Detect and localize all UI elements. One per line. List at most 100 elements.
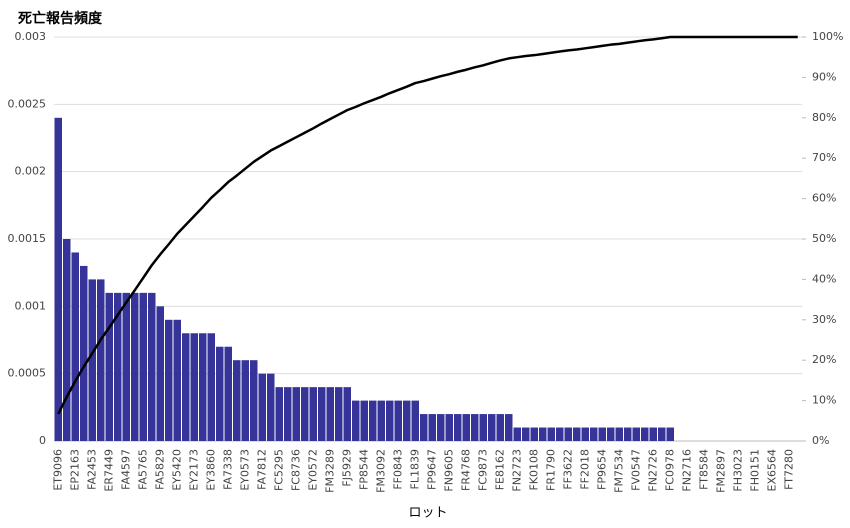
y-tick-label: 0 <box>39 434 46 447</box>
y-tick-label: 0.0025 <box>8 97 47 110</box>
bar <box>267 373 275 441</box>
bar <box>428 414 436 441</box>
bar <box>573 427 581 441</box>
y2-tick-label: 80% <box>812 111 836 124</box>
x-tick-label: EY2173 <box>187 449 200 491</box>
x-tick-label: FM3092 <box>374 449 387 493</box>
bar <box>71 252 79 441</box>
bar <box>224 346 232 441</box>
y-tick-label: 0.002 <box>15 165 47 178</box>
x-tick-label: FM2897 <box>714 449 727 493</box>
bar <box>607 427 615 441</box>
bar <box>360 400 368 441</box>
x-tick-label: EP2163 <box>68 449 81 491</box>
y2-tick-label: 60% <box>812 192 836 205</box>
y-tick-label: 0.003 <box>15 30 47 43</box>
y2-tick-label: 20% <box>812 353 836 366</box>
x-tick-label: FA2453 <box>85 449 98 490</box>
x-tick-label: FA7812 <box>255 449 268 490</box>
x-tick-label: FE8162 <box>493 449 506 490</box>
x-tick-label: EY0572 <box>306 449 319 491</box>
bar <box>216 346 224 441</box>
bar <box>471 414 479 441</box>
bar <box>437 414 445 441</box>
bar <box>420 414 428 441</box>
bar <box>182 333 190 441</box>
bar <box>335 387 343 441</box>
x-tick-label: FP8544 <box>357 449 370 490</box>
bar <box>258 373 266 441</box>
bar <box>148 292 156 441</box>
x-tick-label: FR4768 <box>459 449 472 491</box>
y2-tick-label: 10% <box>812 394 836 407</box>
bar <box>590 427 598 441</box>
x-tick-label: FR1790 <box>544 449 557 491</box>
cumulative-line <box>57 35 798 415</box>
y-tick-label: 0.0005 <box>8 367 47 380</box>
y2-tick-label: 70% <box>812 151 836 164</box>
bar <box>250 360 258 441</box>
bar <box>403 400 411 441</box>
bar <box>547 427 555 441</box>
y2-tick-label: 40% <box>812 272 836 285</box>
bar <box>284 387 292 441</box>
bar <box>530 427 538 441</box>
bar <box>326 387 334 441</box>
x-tick-label: FP9647 <box>425 449 438 490</box>
x-tick-label: FF3622 <box>561 449 574 490</box>
bar <box>301 387 309 441</box>
x-tick-label: FH0151 <box>748 449 761 492</box>
x-tick-label: FM7534 <box>612 449 625 493</box>
y2-tick-label: 30% <box>812 313 836 326</box>
bar <box>199 333 207 441</box>
bar <box>624 427 632 441</box>
x-tick-label: FC9873 <box>476 449 489 491</box>
bar <box>173 319 181 441</box>
bar <box>97 279 105 441</box>
bar <box>615 427 623 441</box>
x-tick-label: EX6564 <box>765 449 778 491</box>
bar <box>394 400 402 441</box>
y2-tick-label: 0% <box>812 434 829 447</box>
y2-tick-label: 100% <box>812 30 843 43</box>
bar <box>165 319 173 441</box>
bar <box>641 427 649 441</box>
bar <box>462 414 470 441</box>
bar <box>292 387 300 441</box>
bar <box>190 333 198 441</box>
x-tick-label: EY0573 <box>238 449 251 491</box>
bar <box>581 427 589 441</box>
x-tick-label: EY3860 <box>204 449 217 491</box>
x-tick-label: FA4597 <box>119 449 132 490</box>
x-tick-label: FA7338 <box>221 449 234 490</box>
bar <box>233 360 241 441</box>
bar <box>658 427 666 441</box>
bar <box>54 117 62 442</box>
x-tick-label: FN2716 <box>680 449 693 492</box>
bar <box>564 427 572 441</box>
x-tick-label: ET9096 <box>51 449 64 491</box>
bar <box>309 387 317 441</box>
x-tick-label: FF2018 <box>578 449 591 490</box>
bar <box>80 265 88 441</box>
bar <box>445 414 453 441</box>
x-tick-label: FC8736 <box>289 449 302 491</box>
x-tick-label: FM3289 <box>323 449 336 493</box>
bar <box>386 400 394 441</box>
x-tick-label: FN9605 <box>442 449 455 492</box>
bar <box>411 400 419 441</box>
x-tick-label: FJ5929 <box>340 449 353 487</box>
x-tick-label: ER7449 <box>102 449 115 492</box>
bar <box>377 400 385 441</box>
bar <box>496 414 504 441</box>
y-tick-label: 0.001 <box>15 299 47 312</box>
bar <box>63 239 71 441</box>
x-tick-label: FC0978 <box>663 449 676 491</box>
chart-title: 死亡報告頻度 <box>17 10 103 27</box>
bar <box>139 292 147 441</box>
bar <box>666 427 674 441</box>
bar <box>649 427 657 441</box>
bar <box>505 414 513 441</box>
x-tick-label: EY5420 <box>170 449 183 491</box>
